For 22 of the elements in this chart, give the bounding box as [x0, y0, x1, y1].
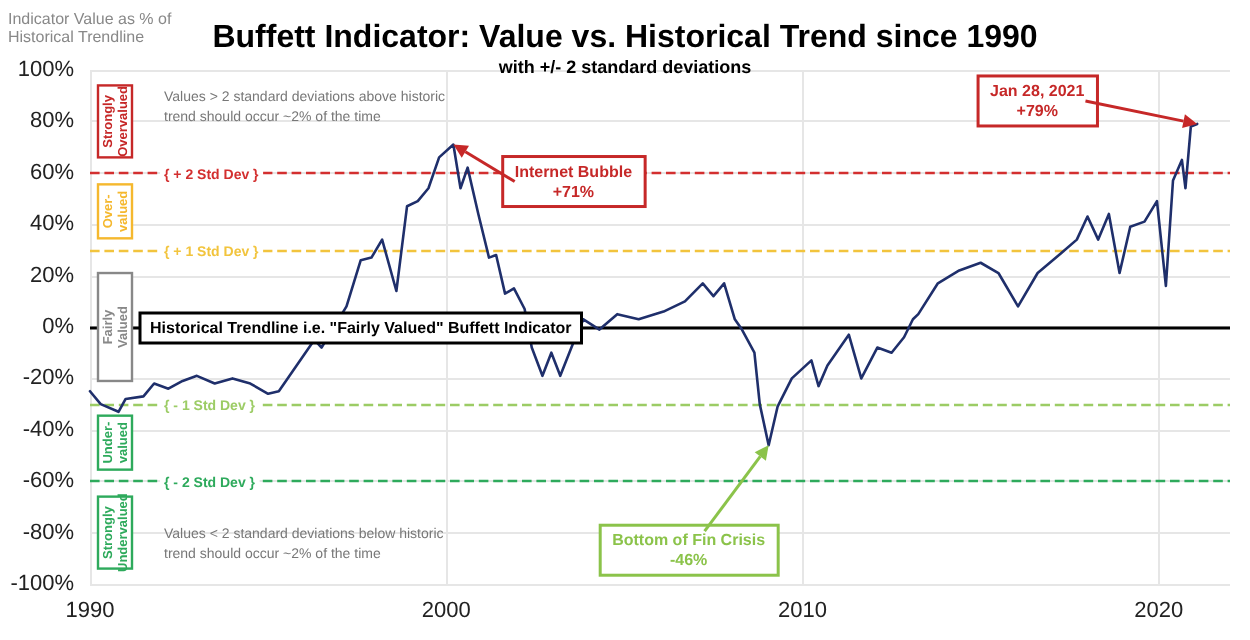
annotation: Bottom of Fin Crisis -46%	[612, 531, 767, 570]
y-tick-label: -80%	[22, 520, 75, 545]
y-tick-label: -60%	[22, 469, 75, 494]
chart-subtitle: with +/- 2 standard deviations	[496, 57, 752, 77]
y-tick-label: 80%	[29, 109, 75, 134]
x-tick-label: 2000	[421, 599, 471, 623]
x-tick-label: 2010	[778, 599, 827, 623]
y-tick-label: 20%	[29, 263, 75, 288]
y-tick-label: 100%	[17, 58, 75, 82]
ref-line-label: Historical Trendline i.e. "Fairly Valued" Buffett Indicator	[150, 319, 572, 337]
y-tick-label: -40%	[22, 417, 75, 442]
y-tick-label: 40%	[29, 212, 75, 237]
y-axis-title: Indicator Value as % of Historical Trendline	[8, 10, 173, 46]
y-tick-label: 60%	[29, 160, 75, 185]
chart-title: Buffett Indicator: Value vs. Historical Trend since 1990	[212, 21, 1038, 55]
y-tick-label: -20%	[22, 366, 75, 391]
x-tick-label: 1990	[65, 599, 115, 623]
y-tick-label: 0%	[42, 315, 75, 339]
annotation: Internet Bubble +71%	[514, 162, 634, 201]
x-tick-label: 2020	[1134, 599, 1184, 623]
annotation: Jan 28, 2021 +79%	[990, 81, 1086, 120]
y-tick-label: -100%	[10, 572, 75, 596]
